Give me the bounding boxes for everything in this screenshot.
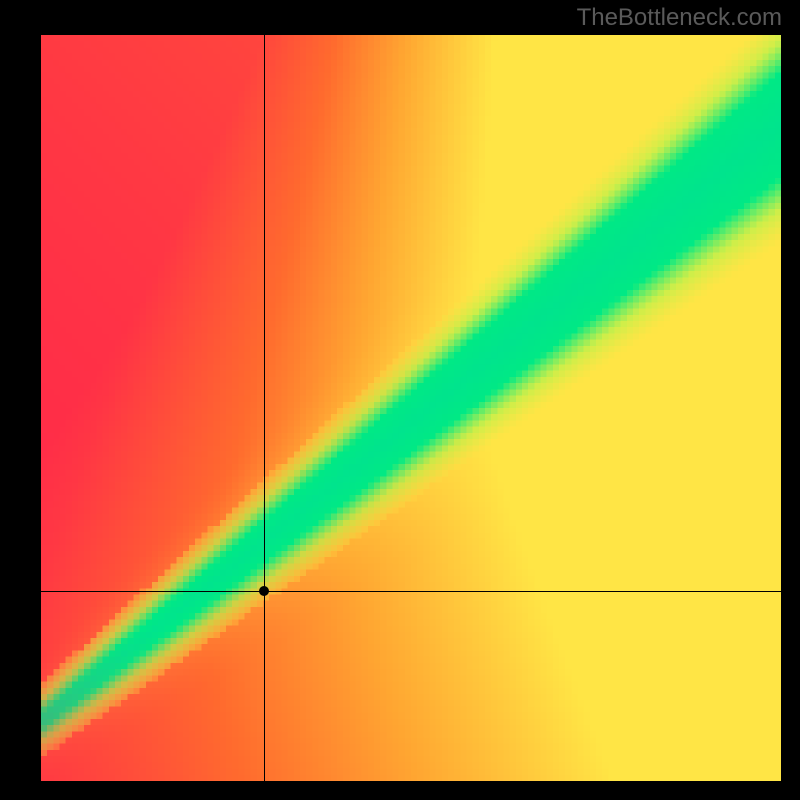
crosshair-horizontal — [41, 591, 781, 592]
crosshair-marker — [259, 586, 269, 596]
crosshair-vertical — [264, 35, 265, 781]
chart-container: TheBottleneck.com — [0, 0, 800, 800]
bottleneck-heatmap — [41, 35, 781, 781]
watermark-text: TheBottleneck.com — [577, 4, 782, 32]
